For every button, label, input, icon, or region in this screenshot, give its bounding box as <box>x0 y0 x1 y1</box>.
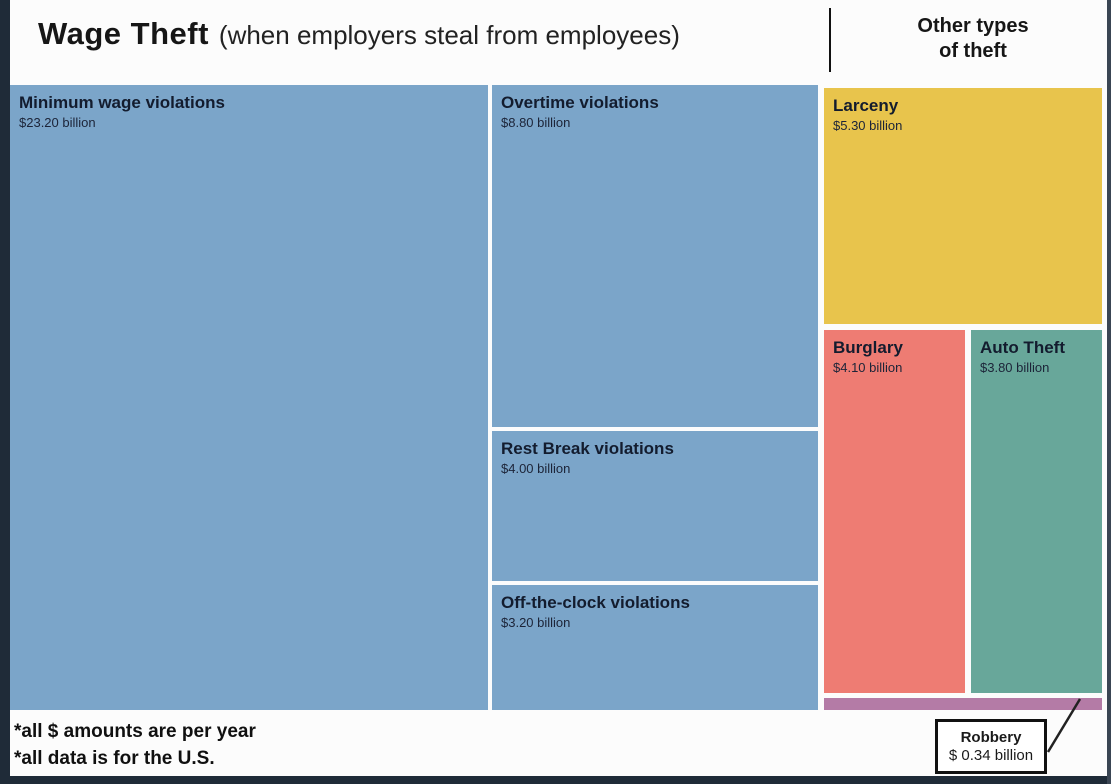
tile-value-larceny: $5.30 billion <box>833 118 903 133</box>
title-subtitle: (when employers steal from employees) <box>218 20 680 50</box>
robbery-callout-value: $ 0.34 billion <box>948 746 1034 764</box>
treemap-tile-burglary[interactable]: Burglary $4.10 billion <box>824 330 965 693</box>
treemap-tile-minimum-wage-violations[interactable]: Minimum wage violations $23.20 billion <box>10 85 488 710</box>
frame-left-edge <box>0 0 10 784</box>
frame-bottom-edge <box>0 776 1111 784</box>
footnotes: *all $ amounts are per year *all data is… <box>14 718 256 772</box>
tile-value-burglary: $4.10 billion <box>833 360 903 375</box>
tile-value-off-the-clock-violations: $3.20 billion <box>501 615 571 630</box>
tile-value-rest-break-violations: $4.00 billion <box>501 461 571 476</box>
right-section-title: Other types of theft <box>834 14 1111 64</box>
treemap-tile-off-the-clock-violations[interactable]: Off-the-clock violations $3.20 billion <box>492 585 818 710</box>
tile-label-off-the-clock-violations: Off-the-clock violations <box>501 593 690 612</box>
right-title-line1: Other types <box>917 15 1029 37</box>
right-title-line2: of theft <box>939 40 1007 62</box>
tile-label-larceny: Larceny <box>833 96 899 115</box>
tile-label-burglary: Burglary <box>833 338 903 357</box>
tile-value-overtime-violations: $8.80 billion <box>501 115 571 130</box>
treemap-tile-robbery[interactable] <box>824 698 1102 710</box>
chart-header: Wage Theft (when employers steal from emp… <box>10 0 1107 85</box>
title-main: Wage Theft <box>38 16 209 51</box>
robbery-callout-label: Robbery <box>960 728 1022 746</box>
tile-label-minimum-wage-violations: Minimum wage violations <box>19 93 225 112</box>
robbery-callout: Robbery $ 0.34 billion <box>935 719 1047 774</box>
tile-label-rest-break-violations: Rest Break violations <box>501 439 674 458</box>
treemap-tile-rest-break-violations[interactable]: Rest Break violations $4.00 billion <box>492 431 818 581</box>
page-title: Wage Theft (when employers steal from emp… <box>38 16 680 52</box>
treemap-tile-larceny[interactable]: Larceny $5.30 billion <box>824 88 1102 324</box>
tile-value-minimum-wage-violations: $23.20 billion <box>19 115 96 130</box>
frame-right-edge <box>1107 0 1111 784</box>
header-divider-line <box>829 8 831 72</box>
footnote-per-year: *all $ amounts are per year <box>14 721 256 742</box>
tile-label-auto-theft: Auto Theft <box>980 338 1065 357</box>
tile-label-overtime-violations: Overtime violations <box>501 93 659 112</box>
tile-value-auto-theft: $3.80 billion <box>980 360 1050 375</box>
treemap-tile-overtime-violations[interactable]: Overtime violations $8.80 billion <box>492 85 818 427</box>
footnote-us-data: *all data is for the U.S. <box>14 748 215 769</box>
treemap-tile-auto-theft[interactable]: Auto Theft $3.80 billion <box>971 330 1102 693</box>
